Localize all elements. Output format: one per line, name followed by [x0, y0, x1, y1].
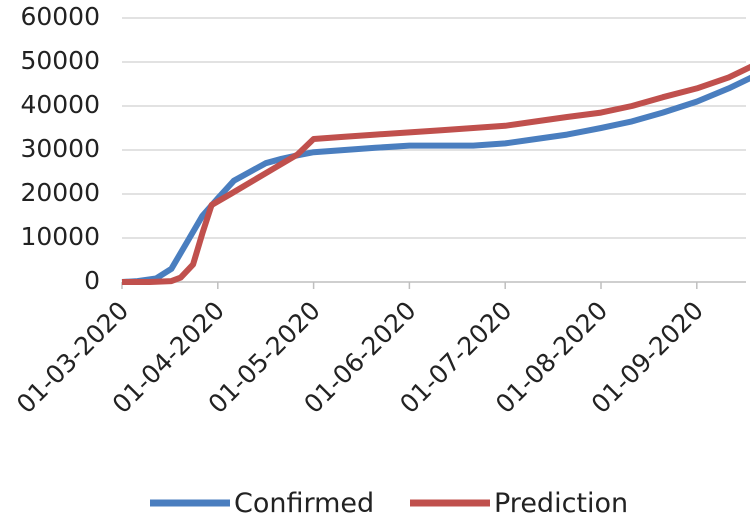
- legend-label-confirmed: Confirmed: [234, 488, 374, 517]
- y-tick-label: 60000: [20, 2, 100, 31]
- series-line-prediction: [122, 63, 750, 285]
- x-axis-ticks: 01-03-202001-04-202001-05-202001-06-2020…: [11, 282, 709, 419]
- y-axis-tick-labels: 0 10000 20000 30000 40000 50000 60000: [20, 2, 100, 295]
- y-tick-label: 20000: [20, 178, 100, 207]
- series-line-confirmed: [121, 74, 750, 285]
- y-tick-label: 0: [84, 266, 100, 295]
- y-tick-label: 40000: [20, 90, 100, 119]
- legend: Confirmed Prediction: [150, 488, 628, 517]
- series-lines: [121, 63, 750, 285]
- y-tick-label: 50000: [20, 46, 100, 75]
- y-tick-label: 30000: [20, 134, 100, 163]
- legend-label-prediction: Prediction: [494, 488, 628, 517]
- y-tick-label: 10000: [20, 222, 100, 251]
